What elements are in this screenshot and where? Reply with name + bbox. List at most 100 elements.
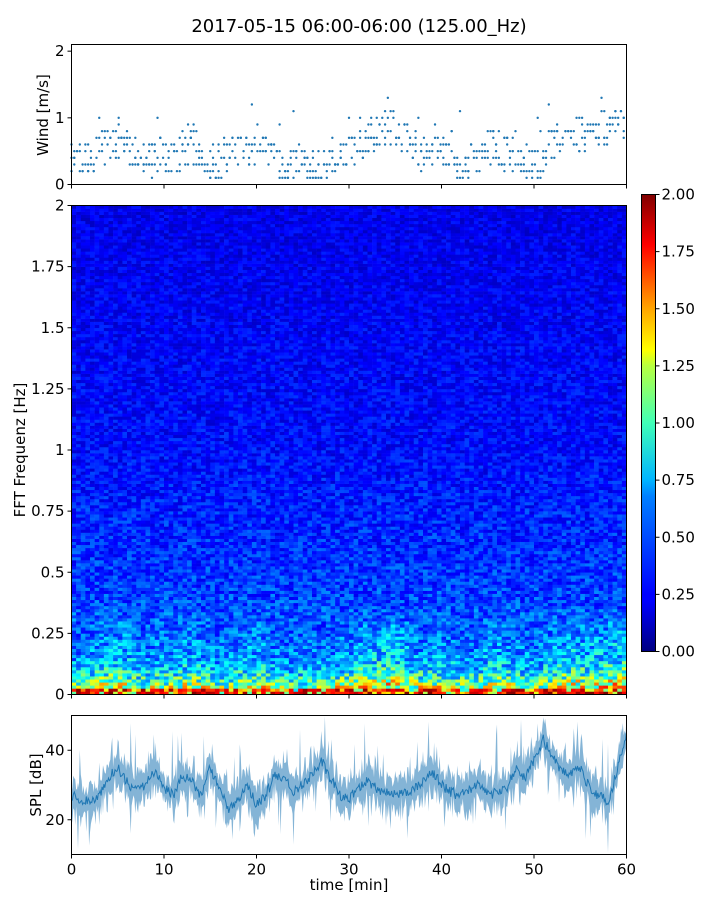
spectrogram-cell (146, 257, 151, 260)
wind-point (173, 150, 175, 152)
spectrogram-cell (169, 352, 174, 355)
spectrogram-cell (132, 679, 137, 682)
spectrogram-cell (150, 239, 155, 242)
spectrogram-cell (192, 474, 197, 477)
spectrogram-cell (132, 649, 137, 652)
spectrogram-cell (150, 328, 155, 331)
spectrogram-cell (155, 331, 160, 334)
spectrogram-cell (122, 493, 127, 496)
spectrogram-cell (109, 257, 114, 260)
spectrogram-cell (90, 426, 95, 429)
spectrogram-cell (164, 499, 169, 502)
spectrogram-cell (173, 551, 178, 554)
spectrogram-cell (118, 407, 123, 410)
wind-point (287, 177, 289, 179)
spectrogram-cell (99, 581, 104, 584)
spectrogram-cell (136, 496, 141, 499)
spectrogram-cell (187, 407, 192, 410)
wind-point (537, 177, 539, 179)
spectrogram-cell (196, 682, 201, 685)
wind-point (206, 170, 208, 172)
spectrogram-cell (95, 212, 100, 215)
spectrogram-cell (95, 667, 100, 670)
spectrogram-cell (187, 413, 192, 416)
spectrogram-cell (187, 685, 192, 688)
wind-point (434, 137, 436, 139)
spectrogram-cell (136, 377, 141, 380)
spectrogram-cell (164, 270, 169, 273)
spectrogram-cell (76, 667, 81, 670)
spectrogram-cell (169, 230, 174, 233)
spectrogram-cell (146, 572, 151, 575)
spectrogram-cell (118, 309, 123, 312)
spectrogram-cell (85, 404, 90, 407)
spectrogram-cell (118, 273, 123, 276)
spectrogram-cell (150, 566, 155, 569)
wind-point (248, 157, 250, 159)
spectrogram-cell (81, 624, 86, 627)
spectrogram-cell (127, 465, 132, 468)
spectrogram-cell (159, 209, 164, 212)
spectrogram-cell (90, 603, 95, 606)
spectrogram-cell (159, 221, 164, 224)
spectrogram-cell (141, 655, 146, 658)
spectrogram-cell (173, 487, 178, 490)
spectrogram-cell (99, 490, 104, 493)
spectrogram-cell (95, 606, 100, 609)
spectrogram-cell (99, 520, 104, 523)
spectrogram-cell (183, 606, 188, 609)
spectrogram-cell (90, 514, 95, 517)
spectrogram-cell (109, 471, 114, 474)
spectrogram-cell (104, 624, 109, 627)
spectrogram-cell (155, 447, 160, 450)
spectrogram-cell (72, 233, 77, 236)
spectrogram-cell (99, 349, 104, 352)
spectrogram-cell (141, 429, 146, 432)
spectrogram-cell (183, 450, 188, 453)
wind-point (556, 130, 558, 132)
spectrogram-cell (150, 575, 155, 578)
wind-point (201, 163, 203, 165)
spectrogram-cell (132, 566, 137, 569)
spectrogram-cell (122, 343, 127, 346)
spectrogram-cell (164, 291, 169, 294)
spectrogram-cell (192, 514, 197, 517)
spectrogram-cell (159, 261, 164, 264)
spectrogram-cell (113, 422, 118, 425)
spectrogram-cell (150, 270, 155, 273)
spectrogram-cell (150, 673, 155, 676)
spectrogram-cell (132, 358, 137, 361)
spectrogram-cell (159, 682, 164, 685)
spectrogram-cell (187, 297, 192, 300)
spectrogram-cell (90, 471, 95, 474)
spectrogram-cell (141, 383, 146, 386)
spectrogram-cell (127, 337, 132, 340)
spectrogram-cell (150, 312, 155, 315)
spectrogram-cell (173, 282, 178, 285)
spectrogram-cell (136, 529, 141, 532)
spectrogram-cell (122, 536, 127, 539)
wind-point (295, 150, 297, 152)
spectrogram-cell (132, 239, 137, 242)
wind-point (226, 163, 228, 165)
spectrogram-cell (113, 673, 118, 676)
spectrogram-cell (141, 618, 146, 621)
spectrogram-cell (178, 334, 183, 337)
spectrogram-cell (109, 349, 114, 352)
spectrogram-cell (127, 248, 132, 251)
spectrogram-cell (164, 551, 169, 554)
spectrogram-cell (118, 478, 123, 481)
spectrogram-cell (122, 679, 127, 682)
spectrogram-cell (81, 334, 86, 337)
spectrogram-cell (178, 554, 183, 557)
spectrogram-cell (169, 355, 174, 358)
spectrogram-cell (141, 621, 146, 624)
spectrogram-cell (146, 288, 151, 291)
spectrogram-cell (99, 398, 104, 401)
spectrogram-cell (85, 676, 90, 679)
spectrogram-cell (109, 591, 114, 594)
spectrogram-cell (113, 416, 118, 419)
spectrogram-cell (187, 508, 192, 511)
spectrogram-cell (164, 652, 169, 655)
spectrogram-cell (150, 453, 155, 456)
